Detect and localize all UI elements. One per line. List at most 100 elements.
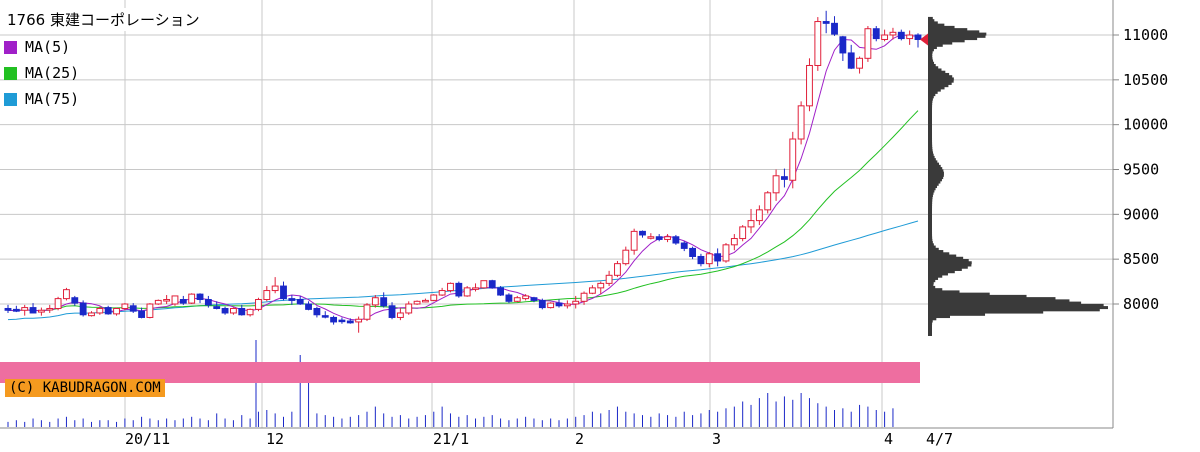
candle-body — [37, 309, 45, 313]
volume-profile-bar — [928, 214, 933, 218]
legend-item-ma75: MA(75) — [4, 89, 203, 109]
candle-body — [747, 220, 755, 228]
volume-profile-bar — [928, 149, 933, 153]
volume-profile-bar — [928, 48, 934, 52]
volume-profile-bar — [928, 306, 1108, 310]
volume-profile-bar — [928, 122, 932, 126]
volume-profile-bar — [928, 265, 968, 269]
candle-body — [188, 293, 196, 304]
candle-body — [263, 290, 271, 301]
x-tick-label: 3 — [712, 430, 721, 448]
candle-body — [689, 247, 697, 257]
candle-body — [831, 22, 838, 35]
candle-body — [647, 236, 655, 239]
x-axis-labels: 20/11 12 21/1 2 3 4 4/7 — [125, 430, 953, 448]
volume-profile-bar — [928, 102, 933, 106]
candle-body — [71, 297, 79, 304]
candle-body — [388, 305, 396, 318]
volume-profile-bar — [928, 283, 934, 287]
y-tick-label: 10000 — [1123, 116, 1168, 134]
volume-profile-bar — [928, 126, 933, 130]
volume-profile-bar — [928, 144, 933, 148]
volume-profile-bar — [928, 196, 933, 200]
volume-profile-bar — [928, 272, 948, 276]
volume-profile-bar — [928, 243, 934, 247]
volume-profile-bar — [928, 19, 935, 23]
candle-body — [881, 34, 889, 40]
candle-body — [229, 307, 237, 314]
volume-profile-bar — [928, 162, 940, 166]
x-tick-label: 21/1 — [433, 430, 469, 448]
volume-profile-bar — [928, 259, 969, 263]
candle-body — [622, 249, 630, 265]
candle-body — [88, 312, 95, 317]
volume-profile-bar — [928, 207, 933, 211]
x-tick-label: 20/11 — [125, 430, 170, 448]
candle-body — [538, 299, 546, 309]
volume-profile-bar — [928, 310, 1044, 314]
volume-profile-bar — [928, 68, 942, 72]
volume-profile-bar — [928, 63, 936, 67]
volume-profile-bar — [928, 274, 943, 278]
volume-profile-bar — [928, 220, 933, 224]
volume-profile-bar — [928, 142, 933, 146]
volume-profile-bar — [928, 79, 954, 83]
volume-profile-bar — [928, 32, 987, 36]
candle-body — [363, 304, 371, 320]
candle-body — [455, 282, 463, 297]
candle-body — [806, 64, 813, 107]
volume-profile-bar — [928, 70, 946, 74]
volume-profile-bar — [928, 50, 933, 54]
candle-body — [630, 230, 638, 251]
volume-profile-bar — [928, 167, 943, 171]
volume-profile-bar — [928, 301, 1082, 305]
volume-profile-bar — [928, 202, 933, 206]
volume-profile-bar — [928, 254, 957, 258]
volume-profile-bar — [928, 223, 933, 227]
volume-profile-bar — [928, 72, 950, 76]
volume-profile-bar — [928, 232, 933, 236]
candle-body — [755, 209, 763, 222]
candle-body — [396, 312, 404, 318]
candle-body — [739, 226, 747, 240]
candle-body — [530, 297, 538, 301]
candle-body — [330, 316, 338, 323]
candle-body — [789, 138, 797, 181]
volume-profile-bar — [928, 227, 933, 231]
candle-body — [204, 299, 212, 306]
ma75-line — [7, 220, 919, 321]
volume-profile-bar — [928, 115, 933, 119]
candle-body — [338, 319, 346, 323]
candle-body — [664, 236, 671, 240]
candle-body — [588, 287, 596, 294]
volume-profile-bar — [928, 263, 972, 267]
candle-body — [355, 318, 363, 323]
volume-profile-bar — [928, 111, 933, 115]
volume-profile-bar — [928, 108, 933, 112]
volume-profile-bar — [928, 234, 933, 238]
candle-body — [472, 287, 479, 290]
candle-body — [405, 303, 413, 314]
ma25-swatch — [4, 66, 17, 80]
volume-profile-bar — [928, 267, 962, 271]
ma75-label: MA(75) — [25, 90, 80, 108]
volume-profile-bar — [928, 140, 933, 144]
volume-profile-bar — [928, 180, 941, 184]
candle-body — [280, 285, 287, 300]
volume-profile-bar — [928, 169, 944, 173]
volume-profile-bar — [928, 160, 938, 164]
candle-body — [697, 255, 705, 265]
candle-body — [522, 295, 530, 300]
pink-band — [0, 362, 920, 383]
volume-profile-bar — [928, 113, 933, 117]
volume-profile-bar — [928, 194, 933, 198]
volume-profile-bar — [928, 178, 942, 182]
chart-legend: 1766 東建コーポレーション MA(5) MA(25) MA(75) — [4, 8, 203, 109]
candle-body — [12, 308, 20, 312]
candle-body — [96, 307, 104, 314]
volume-profile-bar — [928, 326, 933, 330]
volume-profile-bar — [928, 173, 944, 177]
volume-profile-bar — [928, 95, 934, 99]
moving-average-lines — [7, 34, 919, 321]
